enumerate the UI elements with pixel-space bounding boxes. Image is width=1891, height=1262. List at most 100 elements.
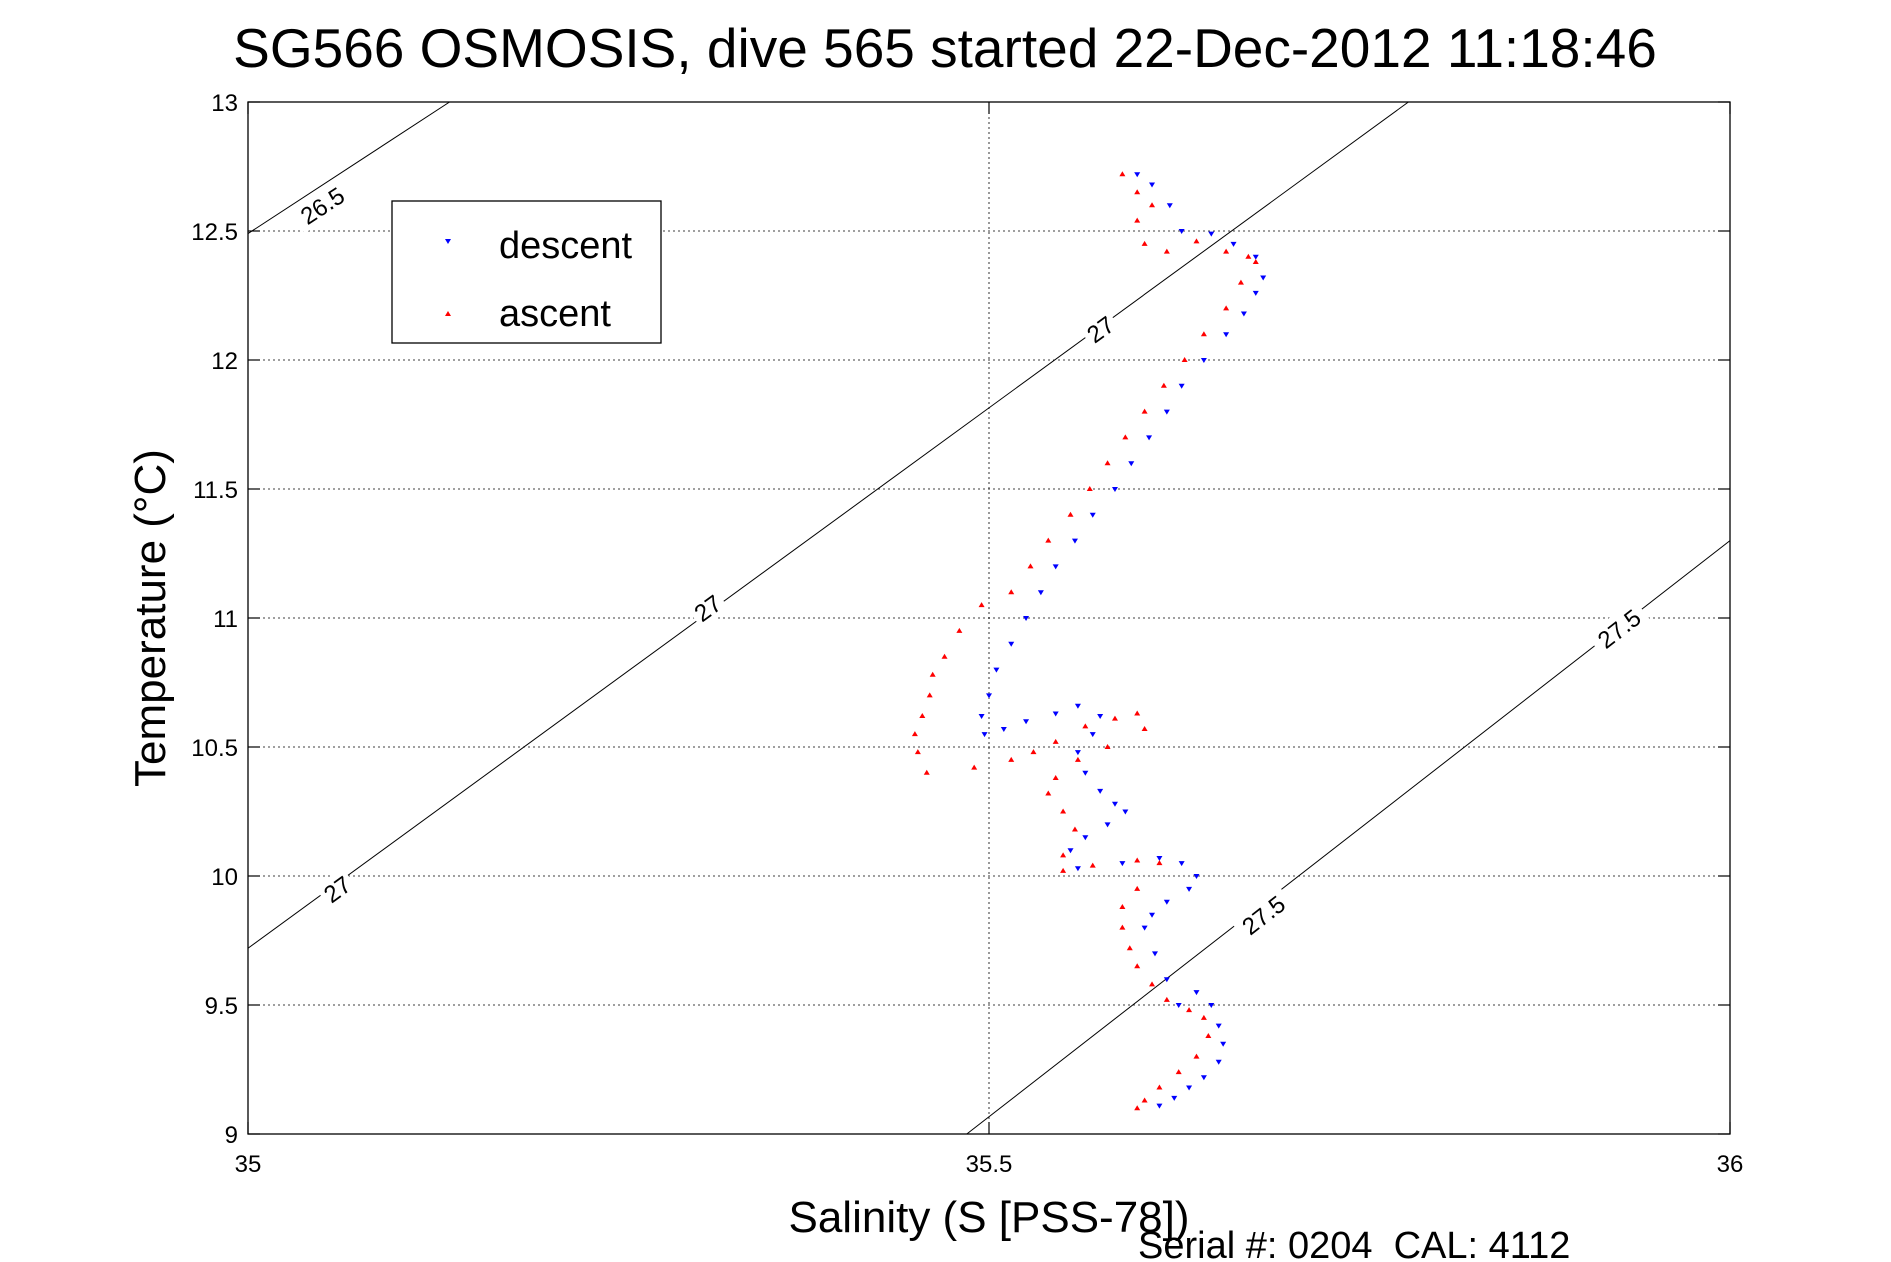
point-ascent (923, 769, 930, 775)
point-ascent (1205, 1032, 1212, 1038)
point-ascent (1071, 826, 1078, 832)
y-tick-label: 12.5 (191, 219, 238, 246)
y-tick-label: 12 (211, 348, 238, 375)
point-ascent (1200, 1014, 1207, 1020)
y-tick-label: 10 (211, 864, 238, 891)
point-ascent (1111, 715, 1118, 721)
point-ascent (1052, 774, 1059, 780)
y-tick-label: 11.5 (193, 477, 238, 504)
point-descent (1208, 231, 1215, 237)
point-descent (1163, 409, 1170, 415)
point-descent (1082, 835, 1089, 841)
point-ascent (1163, 248, 1170, 254)
point-ascent (978, 602, 985, 608)
point-descent (1260, 275, 1267, 281)
point-ascent (1252, 258, 1259, 264)
point-descent (1146, 435, 1153, 441)
data-points (911, 171, 1267, 1111)
y-tick-label: 9.5 (205, 993, 238, 1020)
point-ascent (1060, 852, 1067, 858)
x-tick-label: 36 (1717, 1151, 1744, 1178)
point-descent (1166, 203, 1173, 209)
x-axis-label: Salinity (S [PSS-78]) (788, 1193, 1189, 1242)
point-descent (1023, 719, 1030, 725)
point-ascent (1134, 189, 1141, 195)
point-descent (1074, 866, 1081, 872)
point-descent (1151, 951, 1158, 957)
point-descent (1023, 616, 1030, 621)
point-descent (1000, 726, 1007, 732)
y-axis-label: Temperature (°C) (126, 449, 175, 787)
density-contours: 26.5 27 27 27 27.5 27.5 (247, 101, 1731, 1135)
point-descent (1252, 254, 1259, 260)
point-ascent (1193, 238, 1200, 244)
point-ascent (1030, 749, 1037, 755)
point-descent (1052, 564, 1059, 570)
point-descent (1178, 861, 1185, 867)
point-ascent (1008, 756, 1015, 762)
density-contour-label: 26.5 (289, 177, 355, 234)
point-ascent (1045, 537, 1052, 543)
point-ascent (1141, 240, 1148, 246)
point-ascent (929, 671, 936, 677)
point-ascent (1104, 460, 1111, 466)
point-descent (1134, 172, 1141, 178)
density-contour-line (247, 101, 450, 234)
point-ascent (1027, 563, 1034, 569)
contour-label-bg (685, 586, 730, 630)
point-ascent (1134, 857, 1141, 863)
grid-lines (248, 102, 1730, 1134)
legend-label-ascent: ascent (499, 293, 611, 335)
point-ascent (1156, 860, 1163, 866)
density-contour-label: 27 (685, 586, 730, 630)
point-ascent (1119, 903, 1126, 909)
point-descent (1193, 990, 1200, 996)
point-ascent (1223, 248, 1230, 254)
point-ascent (1134, 217, 1141, 223)
point-descent (1089, 512, 1096, 518)
point-ascent (1045, 790, 1052, 796)
x-tick-label: 35.5 (966, 1151, 1013, 1178)
point-descent (1156, 855, 1163, 861)
point-ascent (1237, 279, 1244, 285)
point-ascent (1245, 253, 1252, 259)
legend-label-descent: descent (499, 225, 633, 267)
point-ascent (1200, 331, 1207, 337)
point-descent (1067, 848, 1074, 854)
x-tick-label: 35 (235, 1151, 262, 1178)
point-ascent (1134, 885, 1141, 891)
point-descent (1186, 1085, 1193, 1091)
density-contour-label: 27.5 (1586, 598, 1652, 658)
point-descent (1230, 241, 1237, 247)
point-ascent (1074, 756, 1081, 762)
point-ascent (1082, 723, 1089, 729)
point-ascent (1193, 1053, 1200, 1059)
point-descent (1149, 912, 1156, 918)
legend: descent ascent (391, 200, 662, 344)
point-descent (986, 693, 992, 699)
point-ascent (1119, 924, 1126, 930)
point-descent (1193, 874, 1200, 879)
point-descent (1215, 1023, 1222, 1029)
point-ascent (1052, 738, 1059, 744)
point-ascent (1060, 867, 1067, 873)
point-ascent (1060, 808, 1067, 814)
serial-cal-label: Serial #: 0204 CAL: 4112 (1138, 1225, 1570, 1262)
density-contour-label: 27 (1078, 307, 1123, 351)
y-tick-label: 13 (211, 90, 238, 117)
density-contour-line (247, 101, 1409, 949)
point-ascent (1223, 305, 1230, 311)
legend-marker-ascent (445, 311, 451, 316)
point-descent (1200, 1075, 1207, 1081)
point-ascent (1156, 1084, 1163, 1090)
point-ascent (1181, 357, 1188, 362)
point-descent (1186, 886, 1193, 892)
point-ascent (1089, 862, 1096, 868)
point-ascent (1122, 434, 1129, 440)
density-contour-label: 27.5 (1230, 885, 1296, 945)
point-descent (1163, 899, 1170, 905)
point-descent (1104, 822, 1111, 828)
point-descent (1052, 711, 1059, 717)
point-descent (1037, 590, 1044, 596)
contour-label-bg (314, 867, 359, 911)
